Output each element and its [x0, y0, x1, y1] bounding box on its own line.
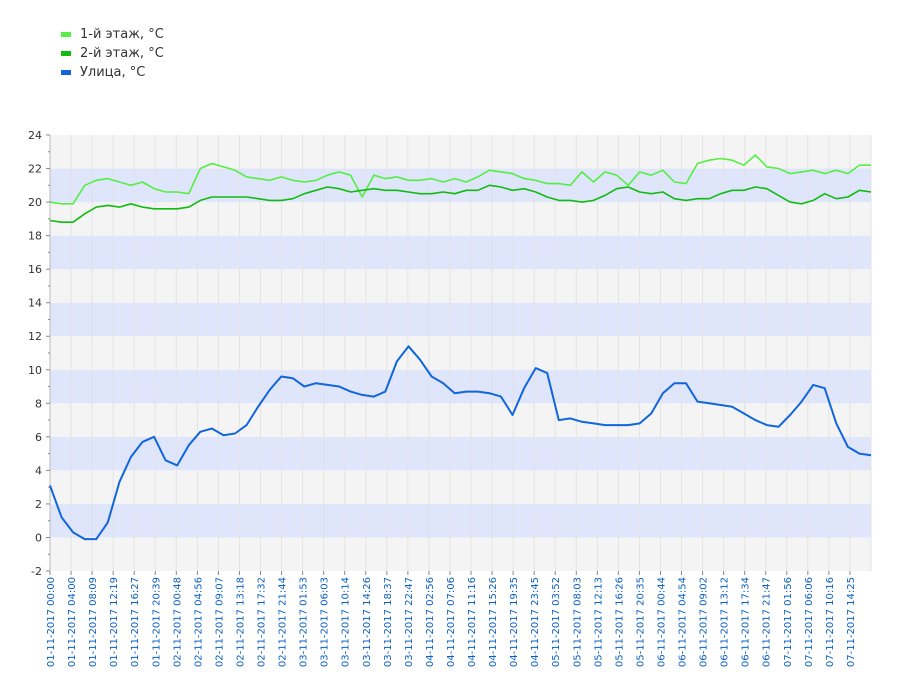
series-lines: [49, 154, 872, 541]
y-tick-label: 12: [28, 330, 42, 343]
y-tick-label: 4: [35, 464, 42, 477]
x-tick-label: 07-11-2017 10:16: [825, 577, 836, 667]
x-tick-label: 07-11-2017 06:06: [804, 577, 815, 667]
x-tick-label: 03-11-2017 22:47: [404, 577, 415, 667]
x-tick-label: 05-11-2017 16:26: [614, 577, 625, 667]
y-tick-label: 2: [35, 498, 42, 511]
x-tick-label: 06-11-2017 13:12: [720, 577, 731, 667]
x-tick-label: 04-11-2017 15:26: [488, 577, 499, 667]
x-tick-label: 06-11-2017 00:44: [656, 577, 667, 667]
y-tick-label: 0: [35, 531, 42, 544]
legend: 1-й этаж, °C 2-й этаж, °C Улица, °C: [61, 27, 164, 80]
x-tick-label: 04-11-2017 07:06: [446, 577, 457, 667]
x-tick-label: 06-11-2017 09:02: [699, 577, 710, 667]
grid-band: [50, 302, 871, 337]
grid-band: [50, 470, 871, 504]
grid-band: [50, 168, 871, 203]
y-tick-label: 14: [28, 297, 42, 310]
x-tick-label: 01-11-2017 00:00: [46, 577, 57, 667]
x-tick-label: 05-11-2017 03:52: [551, 577, 562, 667]
x-tick-label: 07-11-2017 14:25: [846, 577, 857, 667]
legend-swatch-1st-floor: [61, 32, 71, 37]
series-line-2nd-floor: [49, 184, 872, 223]
x-tick-label: 02-11-2017 21:44: [278, 577, 289, 667]
y-tick-label: 24: [28, 129, 42, 142]
x-tick-label: 04-11-2017 02:56: [425, 577, 436, 667]
x-tick-label: 05-11-2017 08:03: [572, 577, 583, 667]
x-tick-label: 02-11-2017 00:48: [172, 577, 183, 667]
x-tick-label: 04-11-2017 23:45: [530, 577, 541, 667]
y-tick-label: 18: [28, 230, 42, 243]
x-tick-label: 01-11-2017 20:39: [151, 577, 162, 667]
grid-band: [50, 269, 871, 303]
x-tick-label: 02-11-2017 17:32: [257, 577, 268, 667]
grid-bands: [50, 135, 871, 571]
x-tick-label: 06-11-2017 17:34: [741, 577, 752, 667]
grid-band: [50, 336, 871, 370]
x-tick-label: 02-11-2017 09:07: [214, 577, 225, 667]
x-tick-label: 06-11-2017 21:47: [762, 577, 773, 667]
legend-swatch-2nd-floor: [61, 51, 71, 56]
x-tick-label: 03-11-2017 06:03: [320, 577, 331, 667]
x-tick-label: 01-11-2017 04:00: [67, 577, 78, 667]
grid-band: [50, 202, 871, 236]
y-tick-label: 10: [28, 364, 42, 377]
grid-band: [50, 537, 871, 571]
grid-band: [50, 403, 871, 437]
x-tick-label: 03-11-2017 10:14: [341, 577, 352, 667]
grid-band: [50, 135, 871, 169]
x-tick-label: 05-11-2017 20:35: [635, 577, 646, 667]
x-tick-label: 04-11-2017 11:16: [467, 577, 478, 667]
grid-band: [50, 503, 871, 538]
x-tick-label: 03-11-2017 14:26: [362, 577, 373, 667]
x-tick-label: 01-11-2017 12:19: [109, 577, 120, 667]
x-tick-label: 03-11-2017 01:53: [299, 577, 310, 667]
x-tick-label: 02-11-2017 04:56: [193, 577, 204, 667]
series-line-street: [49, 345, 872, 541]
series-line-1st-floor: [49, 154, 871, 205]
legend-label-street: Улица, °C: [80, 65, 145, 80]
x-tick-label: 07-11-2017 01:56: [783, 577, 794, 667]
x-tick-label: 02-11-2017 13:18: [235, 577, 246, 667]
y-tick-label: 8: [35, 397, 42, 410]
x-tick-label: 03-11-2017 18:37: [383, 577, 394, 667]
legend-swatch-street: [61, 70, 71, 75]
y-tick-label: 20: [28, 196, 42, 209]
y-tick-label: 22: [28, 163, 42, 176]
x-tick-label: 05-11-2017 12:13: [593, 577, 604, 667]
grid-lines: [49, 135, 872, 571]
x-tick-label: 04-11-2017 19:35: [509, 577, 520, 667]
x-tick-label: 06-11-2017 04:54: [678, 577, 689, 667]
grid-band: [50, 369, 871, 404]
legend-label-1st-floor: 1-й этаж, °C: [80, 27, 164, 42]
legend-label-2nd-floor: 2-й этаж, °C: [80, 46, 164, 61]
x-tick-label: 01-11-2017 16:27: [130, 577, 141, 667]
x-axis-ticks: 01-11-2017 00:00 01-11-2017 04:00 01-11-20…: [46, 571, 857, 667]
grid-band: [50, 436, 871, 471]
x-tick-label: 01-11-2017 08:09: [88, 577, 99, 667]
y-tick-label: 16: [28, 263, 42, 276]
grid-band: [50, 235, 871, 270]
y-tick-label: -2: [31, 565, 42, 578]
y-tick-label: 6: [35, 431, 42, 444]
